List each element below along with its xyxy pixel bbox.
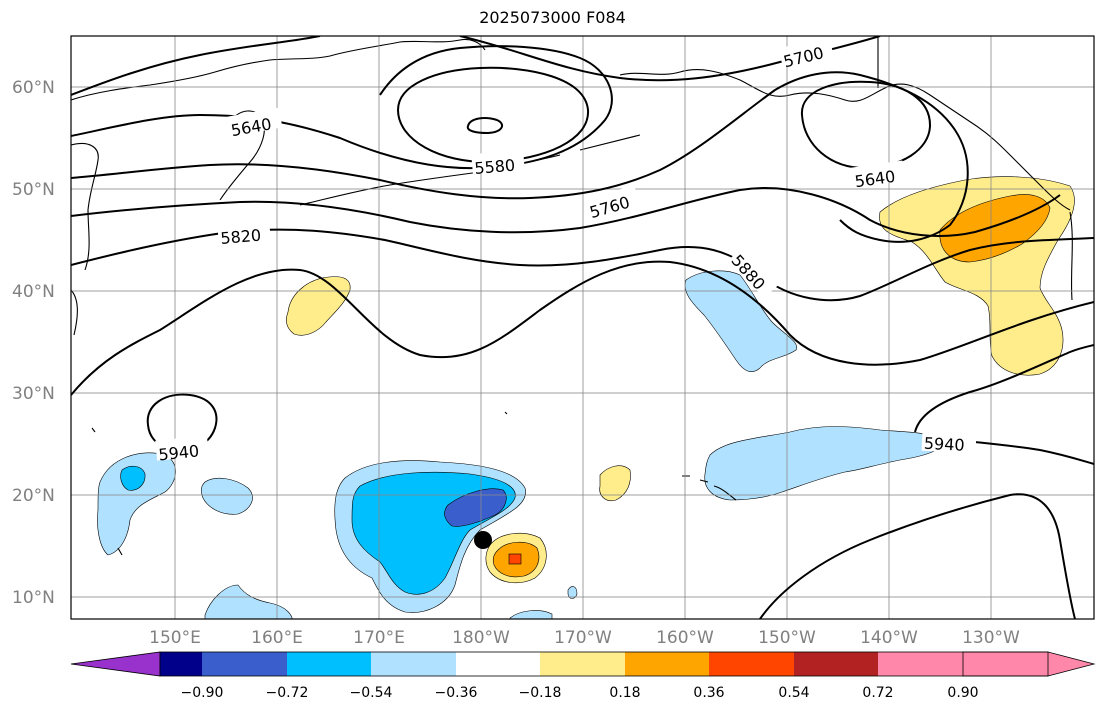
longitude-labels: 150°E 160°E 170°E 180°W 170°W 160°W 150°… (149, 628, 1020, 648)
colorbar-segment-6 (540, 652, 625, 676)
lon-label-170e: 170°E (353, 628, 405, 648)
lon-label-150w: 150°W (758, 628, 816, 648)
colorbar-tick-6: 0.18 (609, 685, 640, 701)
contour-label-5820: 5820 (220, 226, 262, 248)
lon-label-130w: 130°W (962, 628, 1020, 648)
contour-5580-inner (396, 66, 590, 164)
contour-5580-core (466, 117, 504, 135)
fill-blue-light-bottom2 (509, 610, 553, 619)
colorbar-extend-right (962, 651, 1096, 677)
contour-5700 (71, 36, 881, 96)
colorbar-segment-8 (709, 652, 794, 676)
storm-center-marker (474, 531, 492, 549)
lat-label-10n: 10°N (12, 588, 55, 608)
contour-5640-east (800, 80, 932, 170)
colorbar-segment-7 (625, 652, 709, 676)
lat-label-50n: 50°N (12, 180, 55, 200)
colorbar-tick-10: 0.90 (947, 685, 978, 701)
fill-red-small (508, 553, 522, 565)
contour-label-5580: 5580 (474, 156, 516, 178)
lon-label-160w: 160°W (656, 628, 714, 648)
colorbar-segment-10 (878, 652, 963, 676)
map-content: 5700 5640 5580 5760 5640 5820 5880 5940 … (71, 36, 1094, 619)
colorbar-tick-1: −0.90 (181, 685, 224, 701)
contour-5940-main (71, 260, 1094, 396)
map-frame (70, 35, 1095, 620)
fill-blue-light-bottom (204, 584, 293, 619)
contour-5640-west (71, 45, 613, 170)
colorbar-outline (159, 651, 1049, 677)
colorbar-tick-9: 0.72 (862, 685, 893, 701)
colorbar-tick-2: −0.72 (266, 685, 309, 701)
lon-label-150e: 150°E (149, 628, 201, 648)
fill-blue-mid-west (120, 465, 146, 491)
anomaly-fills (97, 176, 1075, 619)
contour-label-5940-west: 5940 (158, 441, 200, 464)
colorbar: −0.90 −0.72 −0.54 −0.36 −0.18 0.18 0.36 … (70, 651, 1096, 701)
colorbar-segment-1 (160, 652, 202, 676)
lat-label-60n: 60°N (12, 78, 55, 98)
lat-label-40n: 40°N (12, 282, 55, 302)
coastline-kamchatka (71, 38, 486, 336)
contour-5940-south (759, 493, 1076, 619)
contour-label-5940-east: 5940 (923, 434, 965, 455)
colorbar-tick-8: 0.54 (778, 685, 809, 701)
latitude-labels: 60°N 50°N 40°N 30°N 20°N 10°N (12, 78, 55, 608)
colorbar-segment-4 (371, 652, 456, 676)
map-title: 2025073000 F084 (479, 8, 626, 27)
contour-5820 (71, 187, 1061, 237)
fill-orange-ne (939, 194, 1051, 263)
lat-label-20n: 20°N (12, 486, 55, 506)
coastline-islands (91, 411, 508, 556)
lat-label-30n: 30°N (12, 384, 55, 404)
colorbar-segment-3 (287, 652, 371, 676)
colorbar-segment-9 (794, 652, 878, 676)
lon-label-140w: 140°W (860, 628, 918, 648)
lon-label-170w: 170°W (554, 628, 612, 648)
fill-blue-dark-central (444, 488, 507, 527)
lon-label-160e: 160°E (251, 628, 303, 648)
grid-lines (71, 36, 1094, 619)
colorbar-segment-2 (202, 652, 287, 676)
colorbar-tick-7: 0.36 (693, 685, 724, 701)
colorbar-tick-5: −0.18 (519, 685, 562, 701)
contour-5760 (71, 71, 969, 243)
fill-blue-light-w2 (200, 477, 253, 515)
colorbar-tick-4: −0.36 (435, 685, 478, 701)
fill-yellow-small2 (599, 465, 631, 501)
coastline-hawaii (682, 475, 737, 501)
colorbar-extend-left (70, 651, 161, 677)
contour-labels: 5700 5640 5580 5760 5640 5820 5880 5940 … (155, 36, 977, 464)
fill-blue-light-north (684, 270, 797, 373)
colorbar-tick-3: −0.54 (350, 685, 393, 701)
colorbar-segment-5 (456, 652, 540, 676)
lon-label-180w: 180°W (452, 628, 510, 648)
